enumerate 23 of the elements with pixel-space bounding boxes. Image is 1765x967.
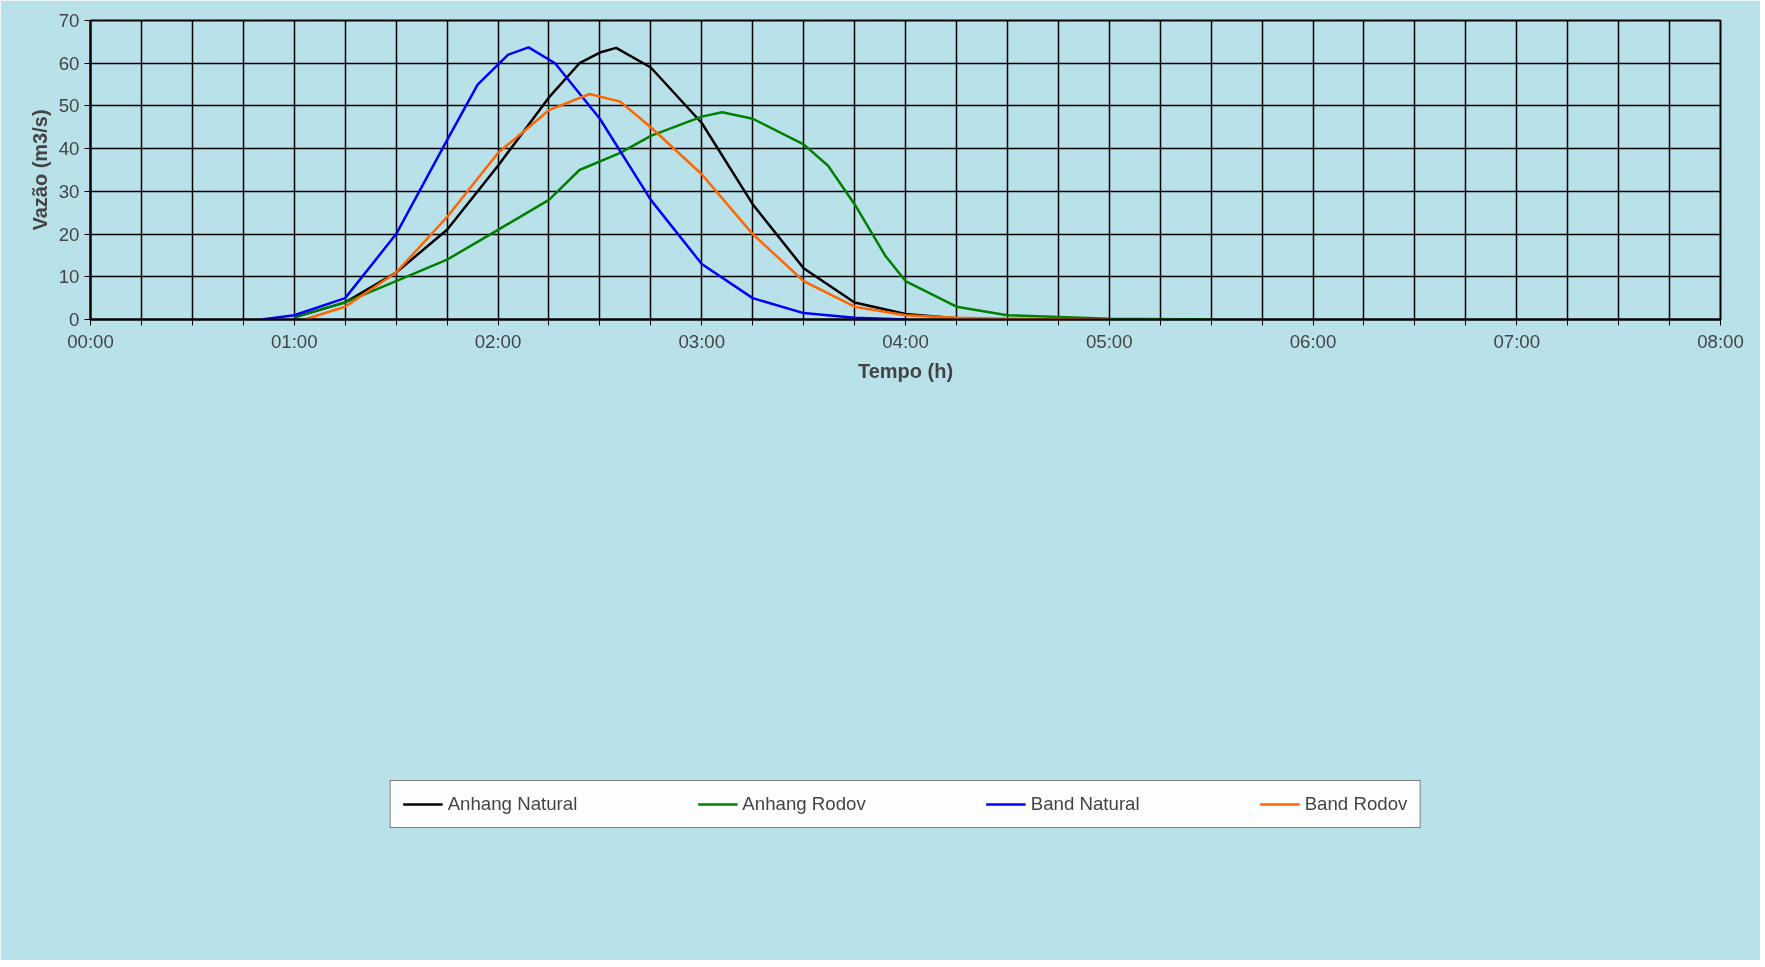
x-tick-label: 07:00 <box>1493 330 1541 352</box>
legend-label: Anhang Rodov <box>742 793 866 815</box>
y-axis-title: Vazão (m3/s) <box>28 109 51 231</box>
y-tick-label: 40 <box>58 138 80 160</box>
legend-label: Anhang Natural <box>447 793 578 815</box>
x-tick-label: 06:00 <box>1289 330 1337 352</box>
legend-label: Band Natural <box>1030 793 1140 815</box>
y-tick-label: 0 <box>69 309 80 330</box>
x-tick-label: 00:00 <box>67 330 114 352</box>
y-tick-label: 30 <box>58 180 80 202</box>
y-tick-label: 20 <box>58 223 80 245</box>
x-tick-label: 03:00 <box>678 330 726 352</box>
y-tick-label: 10 <box>58 266 80 288</box>
x-tick-label: 01:00 <box>270 330 318 352</box>
x-tick-label: 02:00 <box>474 330 522 352</box>
y-tick-label: 70 <box>58 10 80 31</box>
x-tick-label: 04:00 <box>882 330 929 352</box>
legend-label: Band Rodov <box>1304 793 1408 815</box>
x-axis-title: Tempo (h) <box>857 359 954 382</box>
x-tick-label: 08:00 <box>1697 330 1744 352</box>
y-tick-label: 50 <box>58 95 80 117</box>
x-tick-label: 05:00 <box>1085 330 1133 352</box>
y-tick-label: 60 <box>58 52 80 74</box>
